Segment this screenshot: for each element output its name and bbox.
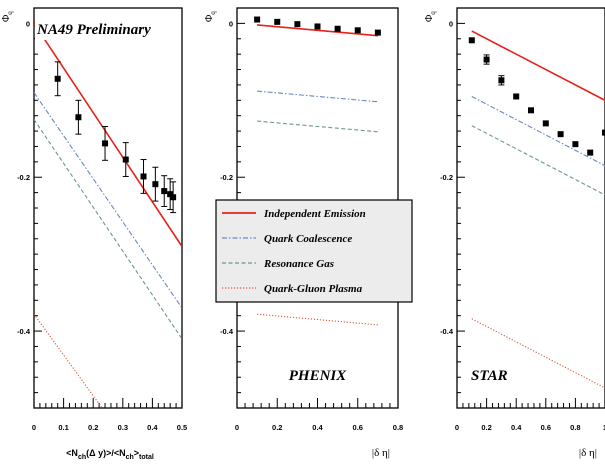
x-tick-label: 0 bbox=[455, 423, 459, 432]
data-point bbox=[54, 75, 61, 82]
y-tick-label: -0.2 bbox=[440, 173, 453, 182]
panel-title: STAR bbox=[471, 368, 508, 384]
panel-1: 0 -0.2 -0.4 0 0.2 0.4 0.6 0.8 Φq |δ η| PHENIX bbox=[204, 7, 403, 459]
data-point bbox=[483, 56, 490, 63]
x-tick-label: 0.8 bbox=[393, 423, 403, 432]
series-line-independent-emission bbox=[34, 22, 182, 247]
series-line-quark-coalescence bbox=[257, 90, 378, 103]
x-tick-label: 0.4 bbox=[312, 423, 323, 432]
data-point bbox=[557, 131, 564, 138]
panel-0: 0 -0.2 -0.4 0 0.1 0.2 0.3 0.4 0.5 Φq <Nch(Δ y)>/<N… bbox=[1, 7, 187, 461]
y-tick-label: 0 bbox=[229, 19, 233, 28]
panels: 0 -0.2 -0.4 0 0.1 0.2 0.3 0.4 0.5 Φq <Nch(Δ y)>/<N… bbox=[1, 7, 605, 461]
y-tick-label: -0.4 bbox=[17, 327, 31, 336]
series-line-independent-emission bbox=[471, 30, 605, 102]
x-tick-label: 0.5 bbox=[177, 423, 187, 432]
data-point bbox=[374, 29, 381, 36]
x-tick-label: 0 bbox=[235, 423, 239, 432]
data-point bbox=[468, 37, 475, 44]
x-tick-label: 0.2 bbox=[88, 423, 98, 432]
series-line-quark-coalescence bbox=[34, 92, 182, 309]
data-point bbox=[354, 27, 361, 34]
panel-title: NA49 Preliminary bbox=[36, 22, 151, 38]
panel-title: PHENIX bbox=[289, 368, 348, 384]
y-axis-label: Φq bbox=[424, 11, 437, 22]
y-tick-label: 0 bbox=[26, 19, 30, 28]
data-point bbox=[572, 141, 579, 148]
panel-2: 0 -0.2 -0.4 0 0.2 0.4 0.6 0.8 1 Φq |δ η| STAR bbox=[424, 7, 605, 459]
data-point bbox=[513, 93, 520, 100]
data-point bbox=[587, 149, 594, 156]
series-line-resonance-gas bbox=[257, 120, 378, 133]
data-point bbox=[140, 173, 147, 180]
plot-frame bbox=[456, 7, 605, 409]
x-tick-label: 0.4 bbox=[147, 423, 158, 432]
data-point bbox=[528, 107, 534, 114]
title-background bbox=[35, 18, 181, 40]
data-point bbox=[294, 21, 301, 28]
series-line-quark-coalescence bbox=[471, 96, 605, 167]
x-axis-label: <Nch(Δ y)>/<Nch>total bbox=[66, 448, 154, 461]
x-axis-label: |δ η| bbox=[372, 447, 390, 459]
x-axis-label: |δ η| bbox=[579, 447, 597, 459]
data-point bbox=[254, 16, 261, 23]
legend-label: Quark-Gluon Plasma bbox=[264, 283, 363, 295]
legend: Independent Emission Quark Coalescence Res… bbox=[215, 199, 413, 303]
data-point bbox=[167, 191, 174, 198]
data-point bbox=[542, 120, 549, 127]
x-tick-label: 1 bbox=[603, 423, 605, 432]
y-tick-label: -0.2 bbox=[17, 173, 30, 182]
x-tick-label: 0.2 bbox=[272, 423, 282, 432]
x-tick-label: 0.1 bbox=[58, 423, 68, 432]
x-tick-label: 0.6 bbox=[541, 423, 551, 432]
data-point bbox=[122, 156, 129, 163]
legend-box bbox=[215, 199, 413, 303]
data-point bbox=[334, 25, 341, 32]
data-point bbox=[161, 188, 168, 195]
data-point bbox=[274, 18, 281, 25]
data-point bbox=[602, 129, 605, 136]
y-tick-label: 0 bbox=[449, 19, 453, 28]
series-line-resonance-gas bbox=[34, 119, 182, 340]
y-tick-label: -0.4 bbox=[440, 327, 454, 336]
data-point bbox=[75, 114, 82, 121]
x-tick-label: 0.8 bbox=[570, 423, 580, 432]
series-line-quark-gluon-plasma bbox=[257, 313, 378, 326]
series-line-resonance-gas bbox=[471, 125, 605, 196]
x-tick-label: 0.6 bbox=[353, 423, 363, 432]
legend-label: Resonance Gas bbox=[263, 258, 334, 270]
series-line-quark-gluon-plasma bbox=[471, 318, 605, 389]
legend-label: Quark Coalescence bbox=[264, 233, 352, 245]
y-axis-label: Φq bbox=[1, 11, 14, 22]
legend-label: Independent Emission bbox=[263, 208, 366, 220]
data-point bbox=[102, 140, 109, 147]
series-line-quark-gluon-plasma bbox=[34, 313, 103, 408]
data-point bbox=[152, 181, 159, 188]
data-point bbox=[498, 77, 505, 84]
y-tick-label: -0.4 bbox=[220, 327, 234, 336]
data-point bbox=[170, 194, 177, 201]
x-tick-label: 0.4 bbox=[511, 423, 522, 432]
data-point bbox=[314, 23, 321, 30]
y-axis-label: Φq bbox=[204, 11, 217, 22]
series-line-independent-emission bbox=[257, 24, 378, 37]
x-tick-label: 0.2 bbox=[481, 423, 491, 432]
y-tick-label: -0.2 bbox=[220, 173, 233, 182]
x-tick-label: 0.3 bbox=[118, 423, 128, 432]
plot-frame bbox=[33, 7, 183, 409]
x-tick-label: 0 bbox=[32, 423, 36, 432]
